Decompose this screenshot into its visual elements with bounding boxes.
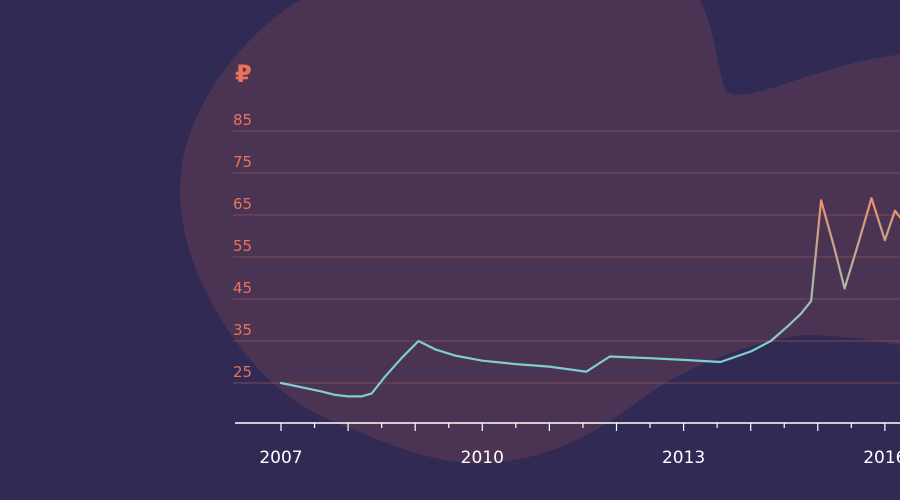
y-tick-label: 35 [233, 321, 252, 339]
y-unit-symbol: ₽ [235, 60, 252, 88]
y-tick-label: 45 [233, 279, 252, 297]
x-tick-label: 2010 [461, 448, 504, 468]
series-group [279, 197, 900, 398]
y-tick-labels: 25 35 45 55 65 75 85 [233, 111, 252, 381]
x-tick-label: 2007 [259, 448, 302, 468]
y-tick-label: 65 [233, 195, 252, 213]
x-tick-label: 2016 [863, 448, 900, 468]
x-axis [235, 422, 900, 431]
background-blob [180, 0, 900, 464]
y-tick-label: 85 [233, 111, 252, 129]
y-tick-label: 75 [233, 153, 252, 171]
series-line [279, 197, 900, 398]
x-tick-labels: 2007 2010 2013 2016 [259, 448, 900, 468]
y-tick-label: 55 [233, 237, 252, 255]
y-tick-label: 25 [233, 363, 252, 381]
gridlines [233, 130, 900, 384]
x-tick-label: 2013 [662, 448, 705, 468]
